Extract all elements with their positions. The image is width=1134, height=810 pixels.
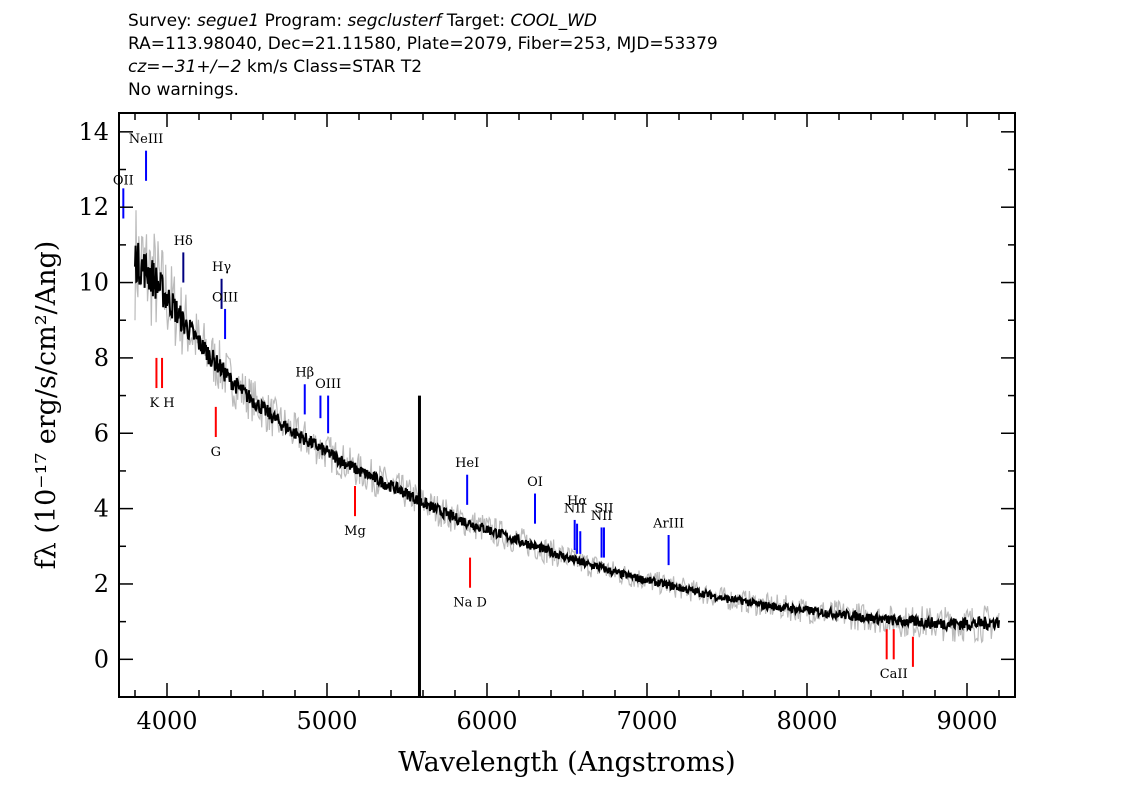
x-tick-label: 7000	[616, 707, 677, 735]
y-tick-label: 2	[94, 570, 109, 598]
emission-line-label: OI	[527, 475, 543, 490]
emission-line-label: OIII	[212, 290, 238, 305]
program-label: Program:	[259, 11, 348, 31]
y-tick-label: 12	[78, 193, 109, 221]
emission-line-label: NII	[564, 501, 586, 516]
x-tick-label: 4000	[136, 707, 197, 735]
y-axis-title: fλ (10⁻¹⁷ erg/s/cm²/Ang)	[31, 241, 62, 570]
emission-line-label: ArIII	[652, 516, 684, 531]
absorption-line-label: CaII	[880, 667, 908, 682]
y-tick-label: 0	[94, 645, 109, 673]
absorption-line-label: Na D	[453, 596, 487, 611]
x-tick-label: 6000	[456, 707, 517, 735]
emission-line-label: NeIII	[129, 132, 163, 147]
x-tick-label: 5000	[296, 707, 357, 735]
emission-line-label: OIII	[315, 377, 341, 392]
survey-label: Survey:	[128, 11, 198, 31]
emission-line-label: Hδ	[174, 234, 193, 249]
emission-line-label: Hα	[567, 494, 587, 509]
flux-line	[134, 242, 1000, 633]
absorption-line-label: G	[211, 445, 221, 460]
x-tick-label: 8000	[776, 707, 837, 735]
emission-line-label: NII	[591, 509, 613, 524]
header-line-warnings: No warnings.	[128, 80, 239, 100]
header-line-survey: Survey: segue1 Program: segclusterf Targ…	[128, 10, 718, 33]
target-value: COOL_WD	[510, 11, 598, 31]
y-tick-label: 8	[94, 344, 109, 372]
header-line-coordinates: RA=113.98040, Dec=21.11580, Plate=2079, …	[128, 34, 718, 54]
axes-layer: 4000 5000 6000 7000 8000 9000 0 2 4 6 8 10 12 14	[78, 112, 1016, 735]
target-label: Target:	[441, 11, 511, 31]
x-tick-label: 9000	[936, 707, 997, 735]
header-line-redshift: cz=−31+/−2 km/s Class=STAR T2	[128, 56, 718, 79]
class-text: km/s Class=STAR T2	[241, 57, 423, 77]
emission-line-label: SII	[594, 501, 613, 516]
emission-line-label: Hβ	[295, 366, 314, 381]
redshift-value: cz=−31+/−2	[128, 57, 242, 77]
absorption-line-label: Mg	[344, 524, 366, 539]
spectrum-header: Survey: segue1 Program: segclusterf Targ…	[128, 10, 718, 102]
emission-line-label: OII	[113, 174, 134, 189]
y-tick-label: 10	[78, 269, 109, 297]
y-tick-label: 4	[94, 495, 109, 523]
emission-line-label: Hγ	[212, 260, 231, 275]
uncertainty-band	[134, 210, 1000, 644]
y-tick-label: 14	[78, 118, 109, 146]
y-tick-label: 6	[94, 419, 109, 447]
emission-line-label: HeI	[455, 456, 479, 471]
x-axis-title: Wavelength (Angstroms)	[398, 747, 735, 778]
absorption-line-label: K H	[149, 396, 174, 411]
flux-series-layer	[134, 242, 1000, 697]
spectral-lines-layer: OIINeIIIHδHγOIIIHβOIIIHeIOINIIHαNIISIIAr…	[113, 132, 914, 682]
plot-frame	[118, 112, 1016, 698]
uncertainty-band-layer	[134, 210, 1000, 644]
survey-value: segue1	[197, 11, 260, 31]
program-value: segclusterf	[347, 11, 442, 31]
